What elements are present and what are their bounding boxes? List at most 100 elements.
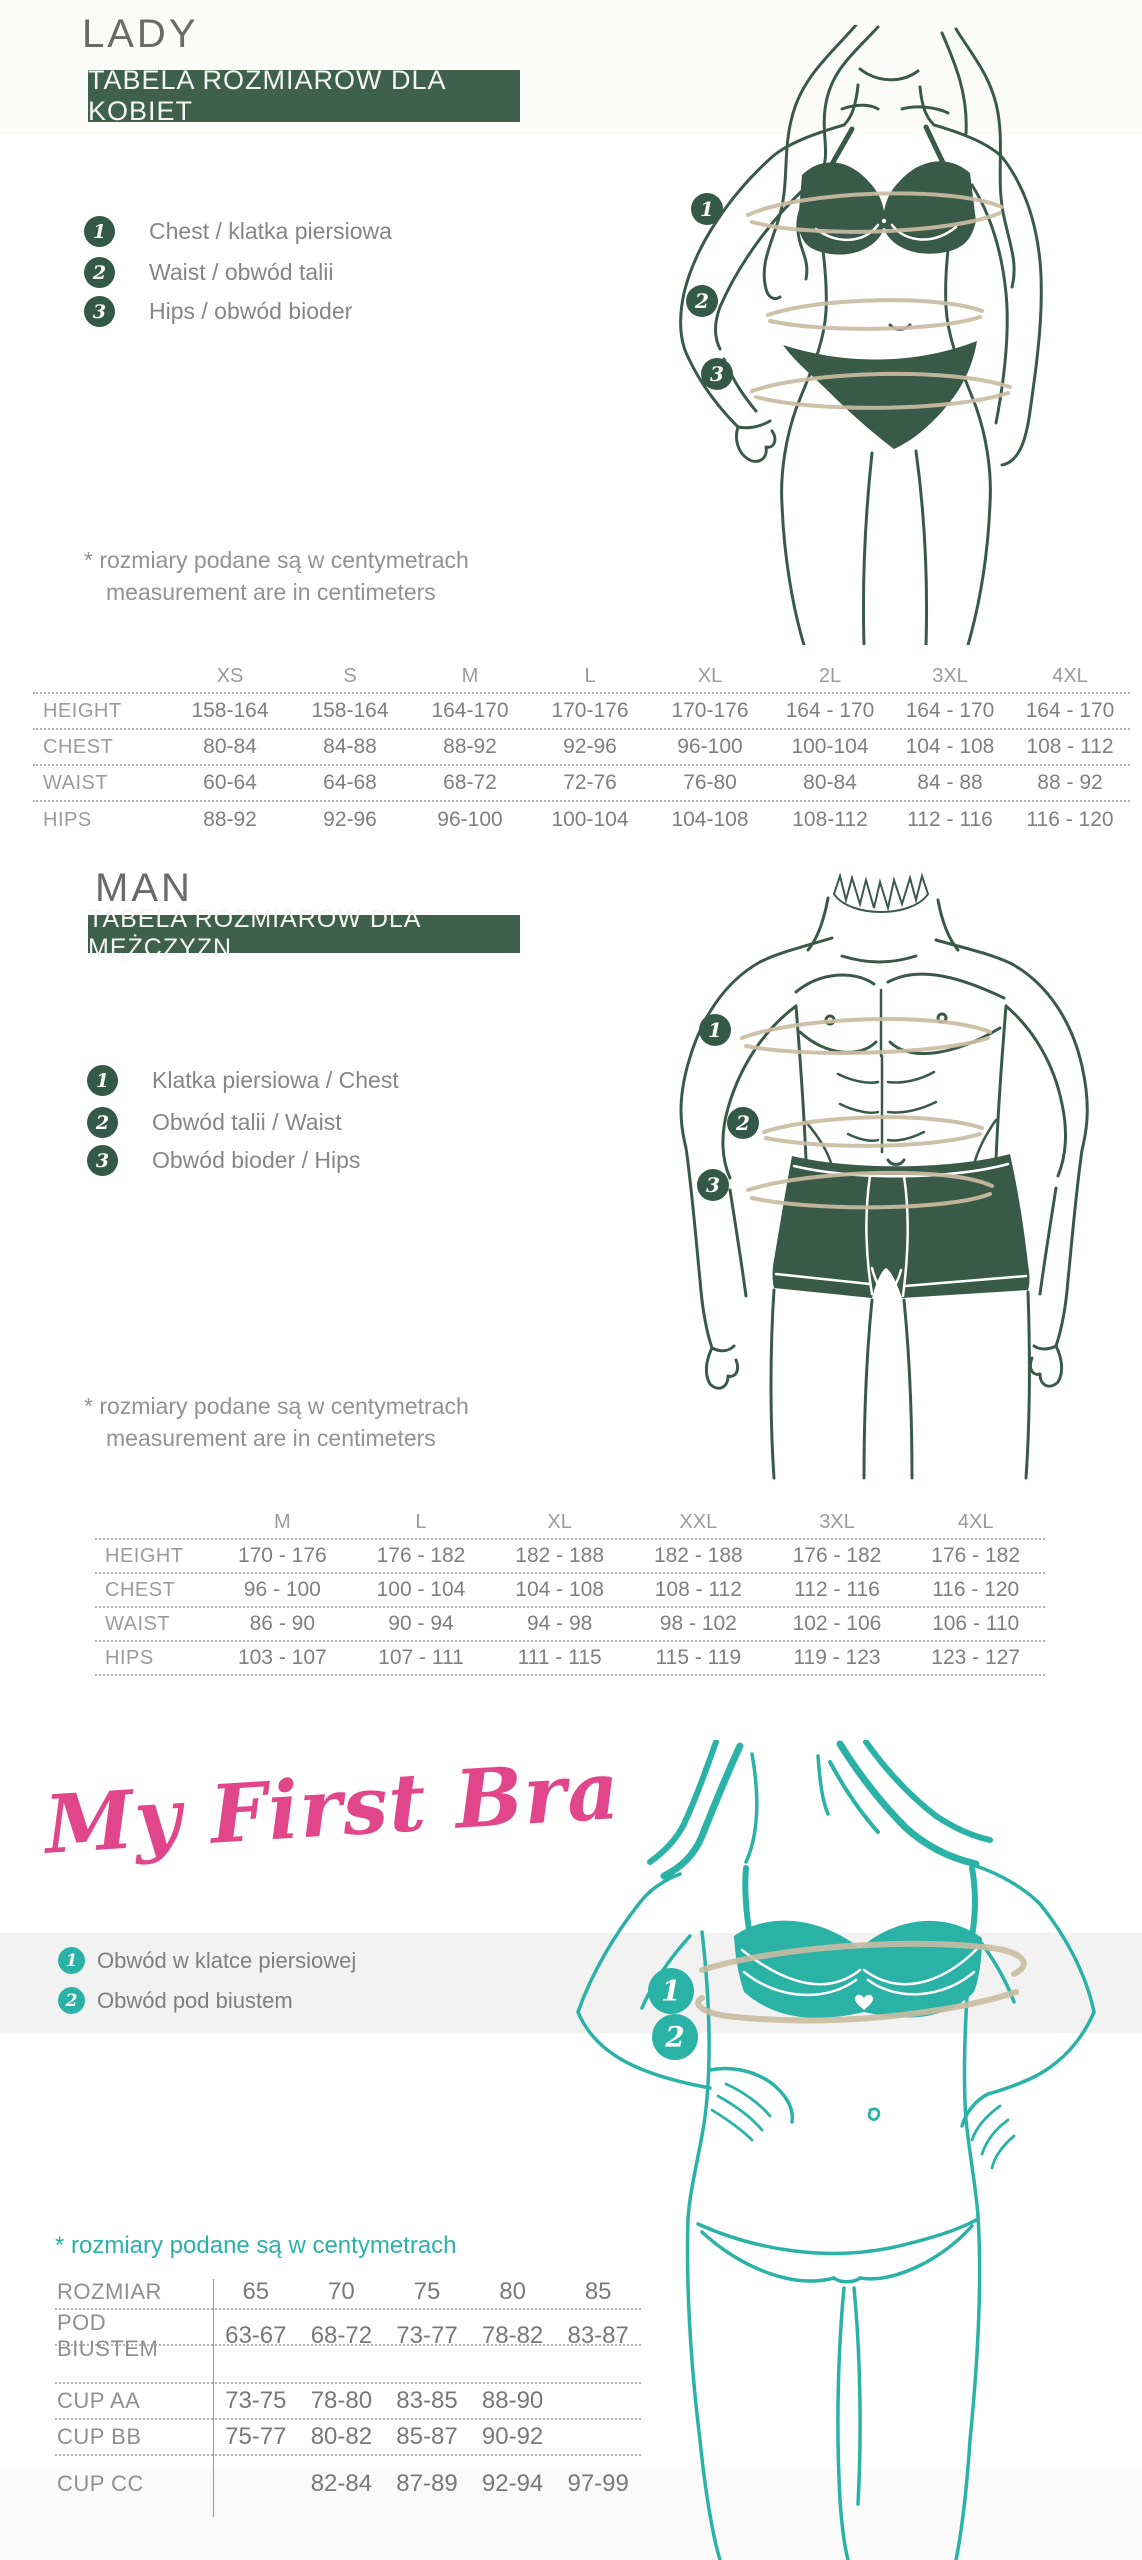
- row-label: WAIST: [105, 1612, 171, 1635]
- size-column-header: 85: [584, 2278, 612, 2305]
- left-pec-under: [798, 1030, 878, 1054]
- size-cell: 176 - 182: [931, 1544, 1021, 1567]
- size-cell: 176 - 182: [792, 1544, 882, 1567]
- chest-measure-ellipse: [750, 211, 1002, 234]
- size-column-header: 2L: [818, 664, 842, 687]
- size-cell: 63-67: [225, 2322, 287, 2349]
- man-units-note: * rozmiary podane są w centymetrach meas…: [84, 1390, 469, 1454]
- hips-measure-ellipse: [754, 391, 1010, 410]
- hips-measure-ellipse: [750, 1192, 992, 1210]
- measure-marker-2: 2: [686, 285, 718, 317]
- size-cell: 73-75: [225, 2387, 287, 2414]
- size-cell: 60-64: [203, 771, 257, 794]
- size-column-header: 80: [499, 2278, 526, 2305]
- size-column-header: XS: [216, 664, 244, 687]
- legend-label: Obwód talii / Waist: [152, 1109, 342, 1135]
- left-hand: [734, 419, 777, 463]
- size-cell: 119 - 123: [793, 1646, 881, 1669]
- size-cell: 68-72: [310, 2322, 373, 2349]
- left-torso-leg-outline: [780, 181, 828, 645]
- size-cell: 108 - 112: [654, 1578, 742, 1601]
- panties-waistband: [696, 2218, 978, 2256]
- size-cell: 104-108: [671, 808, 749, 831]
- oblique-line: [972, 1118, 998, 1166]
- size-cell: 73-77: [396, 2322, 458, 2349]
- legend-label: Obwód pod biustem: [97, 1987, 293, 2013]
- size-cell: 76-80: [683, 771, 737, 794]
- navel: [867, 2107, 881, 2121]
- size-cell: 80-82: [310, 2423, 373, 2450]
- hem-line: [774, 1272, 872, 1286]
- size-cell: 84 - 88: [917, 771, 983, 794]
- bra-garment: [798, 161, 976, 255]
- bra-straps: [825, 124, 949, 174]
- table-row-underbust: POD BIUSTEM 63-67 68-72 73-77 78-82 83-8…: [55, 2310, 641, 2361]
- lady-units-note: * rozmiary podane są w centymetrach meas…: [84, 544, 469, 608]
- waistband-line: [792, 1162, 1010, 1178]
- table-header-row: ROZMIAR 65 70 75 80 85: [55, 2276, 641, 2310]
- table-header-row: M L XL XXL 3XL 4XL: [95, 1506, 1045, 1540]
- size-cell: 88-92: [443, 735, 497, 758]
- size-cell: 111 - 115: [517, 1646, 602, 1669]
- table-row-chest: CHEST 80-84 84-88 88-92 92-96 96-100 100…: [33, 730, 1130, 766]
- panties-leg-line: [700, 2230, 836, 2283]
- neck-line: [918, 85, 936, 127]
- table-row-cup-bb: CUP BB 75-77 80-82 85-87 90-92: [55, 2420, 641, 2456]
- legend-number-badge: 2: [84, 257, 115, 288]
- right-arm-outer: [974, 1864, 1096, 2014]
- size-cell: 82-84: [310, 2470, 373, 2497]
- size-cell: 182 - 188: [515, 1544, 605, 1567]
- man-legend-item-waist: 2 Obwód talii / Waist: [87, 1107, 342, 1138]
- size-cell: 108-112: [792, 808, 868, 831]
- hair-strand: [762, 25, 858, 301]
- right-hand: [1028, 1344, 1064, 1388]
- svg-text:1: 1: [708, 1018, 722, 1042]
- bra-strap: [742, 1865, 753, 1939]
- legend-number-badge: 1: [84, 216, 115, 247]
- size-cell: 164-170: [431, 699, 509, 722]
- row-label: CUP CC: [57, 2471, 144, 2496]
- neck-line: [842, 83, 860, 127]
- size-column-header: 4XL: [957, 1510, 994, 1533]
- pendant-dot: [881, 218, 887, 224]
- bra-size-table: ROZMIAR 65 70 75 80 85 POD BIUSTEM 63-67…: [55, 2276, 641, 2517]
- legend-label: Obwód bioder / Hips: [152, 1147, 361, 1173]
- table-row-waist: WAIST 86 - 90 90 - 94 94 - 98 98 - 102 1…: [95, 1608, 1045, 1642]
- bra-units-note: * rozmiary podane są w centymetrach: [55, 2232, 457, 2259]
- legend-label: Chest / klatka piersiowa: [149, 218, 392, 244]
- neck-line: [806, 896, 830, 952]
- inner-thigh-line: [852, 2286, 862, 2506]
- left-leg-inner: [862, 1298, 874, 1480]
- size-cell: 164 - 170: [905, 699, 995, 722]
- hair-strand: [647, 1740, 719, 1865]
- note-line: measurement are in centimeters: [106, 1425, 436, 1451]
- legend-label: Hips / obwód bioder: [149, 298, 353, 324]
- beard: [833, 872, 929, 912]
- size-cell: 88 - 92: [1037, 771, 1103, 794]
- size-cell: 83-87: [567, 2322, 629, 2349]
- man-legend-item-chest: 1 Klatka piersiowa / Chest: [87, 1065, 399, 1096]
- size-cell: 64-68: [323, 771, 377, 794]
- measure-marker-1: 1: [699, 1014, 731, 1046]
- size-cell: 88-90: [481, 2387, 544, 2414]
- size-cell: 182 - 188: [653, 1544, 743, 1567]
- bra-strap: [969, 1865, 978, 1939]
- size-cell: 115 - 119: [655, 1646, 742, 1669]
- left-forearm: [686, 355, 740, 429]
- legend-label: Obwód w klatce piersiowej: [97, 1947, 357, 1973]
- hair-strand: [836, 1740, 980, 1868]
- left-leg-outer: [769, 1288, 776, 1480]
- table-row-cup-aa: CUP AA 73-75 78-80 83-85 88-90: [55, 2384, 641, 2420]
- size-column-header: 3XL: [932, 664, 968, 687]
- left-arm-outer: [576, 1872, 682, 2014]
- measure-tape-ellipses: [740, 1017, 994, 1210]
- left-forearm: [576, 2010, 712, 2090]
- right-pec-upper: [886, 972, 1006, 1000]
- chest-measure-arc: [699, 1940, 1027, 1977]
- row-label: WAIST: [43, 771, 109, 794]
- lady-size-table: XS S M L XL 2L 3XL 4XL HEIGHT 158-164 15…: [33, 660, 1130, 838]
- note-line: * rozmiary podane są w centymetrach: [84, 547, 469, 573]
- legend-label: Waist / obwód talii: [149, 259, 334, 285]
- chest-measure-ellipse: [744, 1036, 990, 1055]
- panties-leg-line: [858, 2224, 974, 2281]
